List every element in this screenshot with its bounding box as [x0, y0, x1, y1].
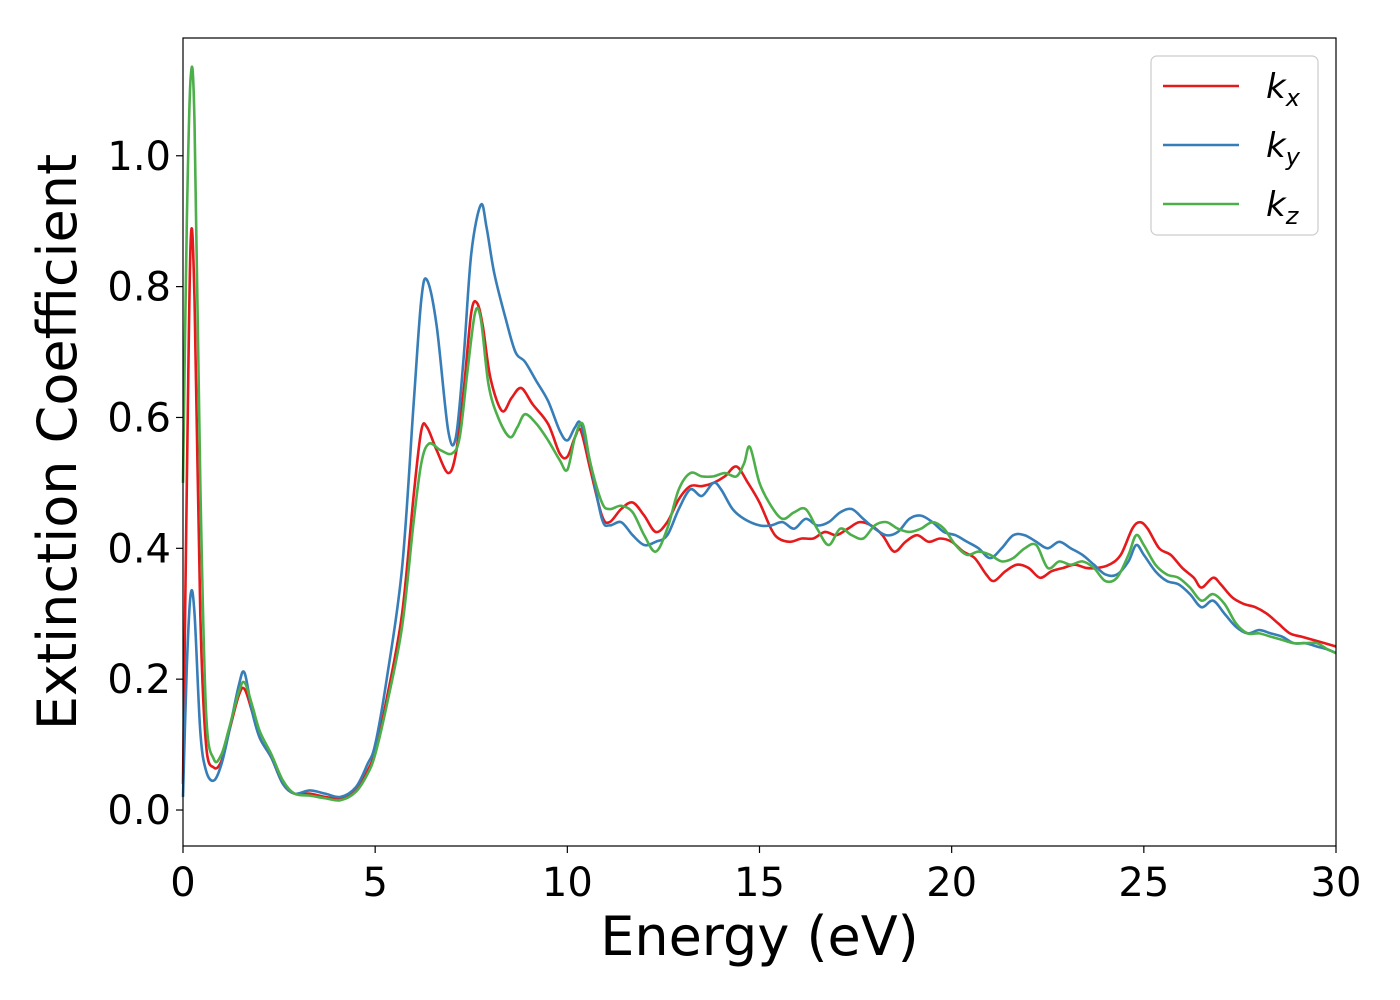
y-tick-label: 1.0 [107, 134, 171, 180]
x-tick-label: 25 [1118, 860, 1169, 906]
legend-label-k-z: kz [1266, 185, 1300, 230]
x-axis-ticks: 0 5 10 15 20 25 30 [170, 846, 1361, 906]
y-axis-ticks: 0.0 0.2 0.4 0.6 0.8 1.0 [107, 134, 183, 834]
x-tick-label: 15 [734, 860, 785, 906]
series-line-k-z [181, 65, 1337, 802]
x-tick-label: 20 [926, 860, 977, 906]
series-layer [181, 65, 1337, 802]
y-tick-label: 0.2 [107, 657, 171, 703]
series-line-k-y [181, 202, 1337, 799]
x-tick-label: 5 [362, 860, 387, 906]
series-line-k-x [181, 226, 1337, 800]
legend-items: kx ky kz [1163, 67, 1301, 230]
legend-label-k-x: kx [1266, 67, 1301, 112]
y-tick-label: 0.6 [107, 395, 171, 441]
x-tick-label: 0 [170, 860, 195, 906]
x-axis-label: Energy (eV) [600, 905, 919, 968]
legend: kx ky kz [1150, 55, 1319, 236]
y-axis-label: Extinction Coefficient [26, 154, 89, 730]
legend-label-k-y: ky [1266, 126, 1301, 171]
y-tick-label: 0.0 [107, 788, 171, 834]
y-tick-label: 0.8 [107, 265, 171, 311]
x-tick-label: 30 [1311, 860, 1362, 906]
y-tick-label: 0.4 [107, 526, 171, 572]
x-tick-label: 10 [542, 860, 593, 906]
